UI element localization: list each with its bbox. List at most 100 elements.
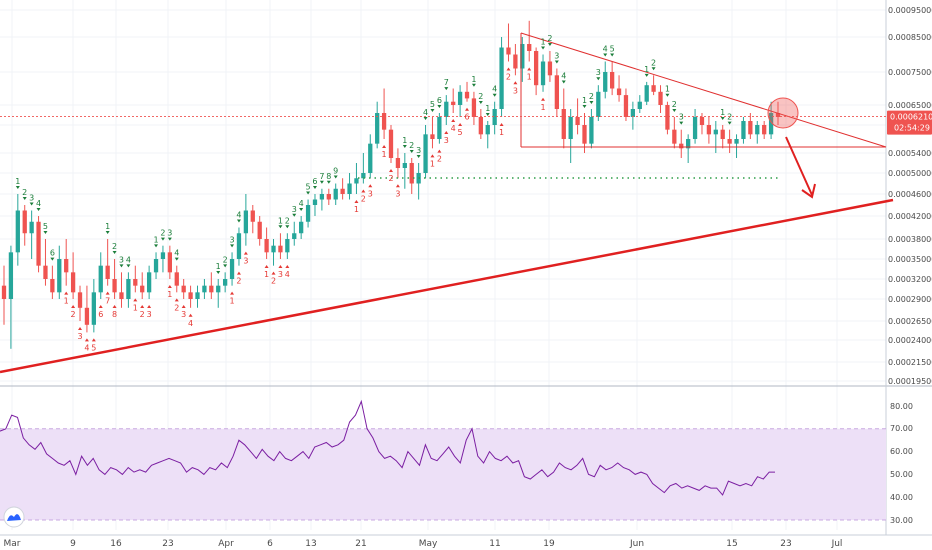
price-tick-label: 0.00054000 [888, 149, 932, 158]
buy-setup-label: 3 [119, 255, 124, 264]
candle-body [133, 279, 138, 286]
candle-body [77, 292, 83, 308]
sell-setup-marker [458, 123, 463, 126]
candle-body [506, 47, 511, 55]
buy-setup-marker [126, 264, 131, 268]
sell-setup-marker [264, 265, 269, 268]
time-axis-label: 9 [70, 539, 76, 549]
sell-setup-label: 3 [444, 136, 449, 145]
candle-body [651, 85, 656, 92]
candle-body [582, 125, 587, 144]
buy-setup-marker [29, 202, 34, 206]
buy-setup-label: 1 [15, 177, 20, 186]
candle-body [527, 44, 532, 51]
candle-body [409, 163, 414, 184]
buy-setup-marker [22, 197, 27, 200]
sell-setup-label: 2 [361, 195, 366, 204]
buy-setup-label: 1 [540, 38, 545, 47]
buy-setup-marker [589, 101, 594, 104]
sell-setup-marker [181, 305, 186, 308]
buy-setup-label: 2 [285, 216, 290, 225]
buy-setup-label: 1 [105, 222, 110, 231]
candle-body [478, 117, 483, 135]
buy-setup-label: 4 [603, 45, 608, 54]
price-tick-label: 0.00065000 [888, 101, 932, 110]
buy-setup-marker [319, 180, 324, 184]
sell-setup-label: 4 [451, 124, 456, 133]
candle-body [727, 139, 732, 144]
candle-body [423, 134, 428, 173]
candle-body [22, 210, 27, 234]
buy-setup-label: 1 [278, 216, 283, 225]
buy-setup-marker [547, 43, 552, 46]
buy-setup-marker [306, 191, 311, 195]
buy-setup-label: 3 [230, 235, 235, 244]
buy-setup-label: 1 [153, 235, 158, 244]
candle-body [223, 279, 228, 286]
sell-setup-label: 1 [264, 270, 269, 279]
buy-setup-marker [444, 87, 449, 91]
price-tick-label: 0.00085000 [888, 33, 932, 42]
buy-setup-marker [478, 101, 483, 104]
time-axis-label: 23 [780, 539, 791, 549]
price-tick-label: 0.00024000 [888, 336, 932, 345]
buy-setup-label: 2 [672, 100, 677, 109]
price-tick-label: 0.00021500 [888, 358, 932, 367]
buy-setup-marker [423, 117, 428, 120]
candle-body [292, 233, 297, 239]
buy-setup-marker [292, 213, 297, 217]
buy-setup-marker [154, 244, 159, 248]
sell-setup-label: 4 [84, 343, 89, 352]
sell-setup-label: 3 [147, 310, 152, 319]
buy-setup-label: 2 [478, 92, 483, 101]
candle-body [610, 72, 615, 89]
candle-body [623, 95, 629, 117]
candle-body [160, 252, 166, 259]
buy-setup-label: 5 [610, 45, 615, 54]
sell-setup-marker [527, 67, 532, 71]
buy-setup-label: 5 [306, 183, 311, 192]
buy-setup-label: 2 [589, 92, 594, 101]
price-tick-label: 0.00095000 [888, 6, 932, 15]
candle-body [492, 109, 497, 125]
sell-setup-label: 1 [499, 128, 504, 137]
buy-setup-marker [665, 93, 670, 97]
rsi-tick-label: 80.00 [890, 402, 913, 411]
buy-setup-label: 1 [720, 108, 725, 117]
sell-setup-label: 2 [71, 310, 76, 319]
buy-setup-label: 1 [644, 65, 649, 74]
ascending-trendline [0, 198, 894, 374]
candle-body [444, 101, 449, 117]
descending-trendline [520, 32, 887, 148]
candle-body [499, 47, 504, 109]
sell-setup-marker [64, 291, 69, 295]
buy-setup-marker [333, 175, 338, 179]
sell-setup-marker [91, 338, 96, 342]
rsi-tick-label: 30.00 [890, 516, 913, 525]
candle-body [368, 143, 373, 173]
sell-setup-marker [188, 313, 193, 317]
price-tick-label: 0.00035000 [888, 255, 932, 264]
candle-body [153, 259, 159, 273]
candle-body [603, 72, 608, 92]
candle-body [451, 101, 456, 105]
candle-body [257, 221, 262, 239]
sell-setup-marker [112, 305, 117, 308]
price-tick-label: 0.00026500 [888, 317, 932, 326]
sell-setup-marker [105, 291, 110, 295]
buy-setup-marker [167, 237, 172, 241]
time-axis-label: 11 [489, 539, 500, 549]
buy-setup-label: 4 [492, 85, 497, 94]
candle-body [375, 113, 380, 144]
sell-setup-marker [243, 251, 248, 255]
buy-setup-label: 3 [29, 194, 34, 203]
candle-body [533, 51, 539, 86]
buy-setup-marker [50, 257, 55, 261]
sell-setup-label: 7 [105, 297, 110, 306]
buy-setup-label: 7 [319, 172, 324, 181]
sell-setup-label: 2 [506, 73, 511, 82]
candle-body [354, 178, 359, 184]
buy-setup-marker [437, 105, 442, 108]
candle-body [561, 109, 566, 139]
candle-body [706, 125, 712, 135]
